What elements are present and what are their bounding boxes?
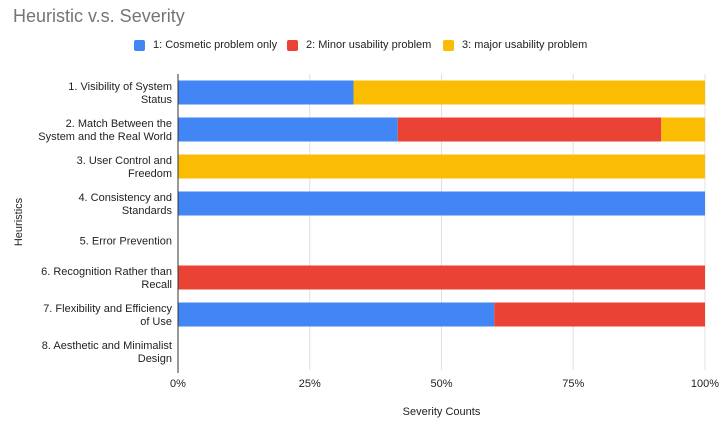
bar-segment — [178, 302, 495, 327]
bar-segment — [494, 302, 705, 327]
legend-item-cosmetic[interactable]: 1: Cosmetic problem only — [134, 39, 277, 51]
x-tick-label: 75% — [562, 378, 584, 390]
category-label: 5. Error Prevention — [80, 236, 172, 248]
bar-segment — [178, 117, 398, 142]
bar-segment — [397, 117, 662, 142]
legend: 1: Cosmetic problem only 2: Minor usabil… — [0, 39, 726, 55]
legend-label-cosmetic: 1: Cosmetic problem only — [153, 39, 278, 51]
x-axis-title: Severity Counts — [403, 406, 481, 418]
legend-item-major[interactable]: 3: major usability problem — [443, 39, 587, 51]
legend-swatch-cosmetic — [134, 39, 145, 51]
x-tick-label: 100% — [691, 378, 719, 390]
bar-segment — [661, 117, 705, 142]
category-label: of Use — [140, 316, 172, 328]
y-axis-title: Heuristics — [13, 197, 25, 246]
category-label: Freedom — [128, 168, 172, 180]
legend-label-major: 3: major usability problem — [462, 39, 588, 51]
category-label: 4. Consistency and — [78, 192, 172, 204]
bar-segment — [178, 154, 705, 179]
category-label: 6. Recognition Rather than — [41, 266, 172, 278]
category-label: Design — [138, 353, 172, 365]
bar-segment — [178, 80, 354, 105]
category-label: 3. User Control and — [77, 155, 172, 167]
chart-title: Heuristic v.s. Severity — [13, 6, 185, 26]
category-label: Recall — [141, 279, 172, 291]
bar-segment — [353, 80, 705, 105]
category-label: 7. Flexibility and Efficiency — [43, 303, 172, 315]
x-tick-label: 25% — [299, 378, 321, 390]
category-label: 2. Match Between the — [66, 118, 172, 130]
category-label: 8. Aesthetic and Minimalist — [42, 340, 172, 352]
x-tick-label: 0% — [170, 378, 186, 390]
legend-item-minor[interactable]: 2: Minor usability problem — [287, 39, 431, 51]
legend-swatch-minor — [287, 39, 298, 51]
category-label: Status — [141, 94, 173, 106]
bar-segment — [178, 191, 705, 216]
category-label: System and the Real World — [38, 131, 172, 143]
bar-segment — [178, 265, 705, 290]
category-label: 1. Visibility of System — [68, 81, 172, 93]
category-label: Standards — [122, 205, 173, 217]
legend-swatch-major — [443, 39, 454, 51]
x-tick-label: 50% — [430, 378, 452, 390]
legend-label-minor: 2: Minor usability problem — [306, 39, 432, 51]
